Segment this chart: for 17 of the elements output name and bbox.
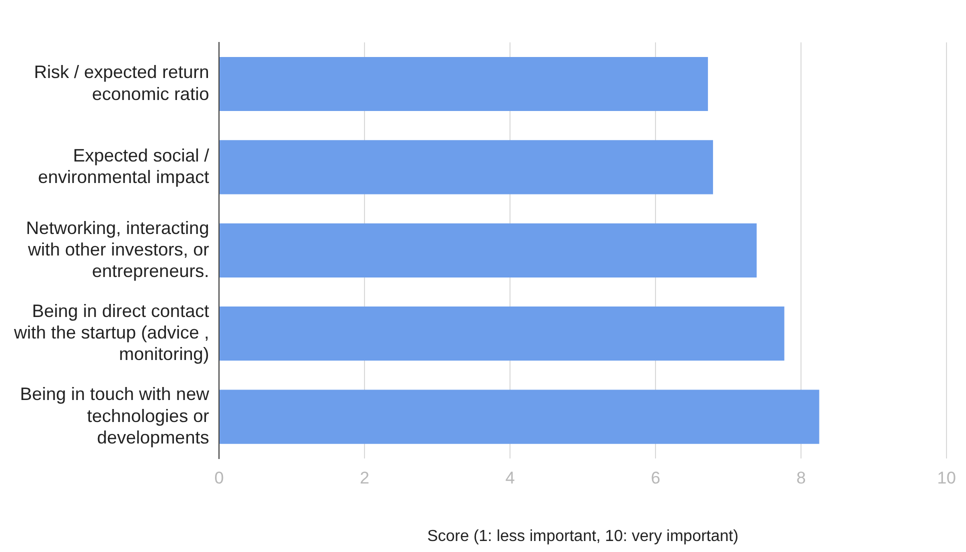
x-axis-title: Score (1: less important, 10: very important) xyxy=(427,528,738,545)
x-tick-label: 4 xyxy=(505,468,515,488)
bar xyxy=(220,306,784,361)
y-tick-label: Being in direct contact with the startup (advice , monitoring) xyxy=(12,300,210,364)
y-tick-label: Expected social / environmental impact xyxy=(38,145,210,187)
x-tick-label: 0 xyxy=(214,468,224,488)
x-tick-label: 2 xyxy=(360,468,370,488)
x-tick-label: 10 xyxy=(937,468,956,488)
y-tick-label: Networking, interacting with other investors, or entrepreneurs. xyxy=(26,218,210,281)
y-tick-label: Being in touch with new technologies or developments xyxy=(20,384,210,448)
bar xyxy=(220,140,714,194)
bar xyxy=(220,56,708,112)
bar xyxy=(220,223,757,278)
y-tick-label: Risk / expected return economic ratio xyxy=(34,62,210,104)
x-tick-label: 6 xyxy=(650,468,660,488)
x-tick-label: 8 xyxy=(796,468,806,488)
bar xyxy=(220,390,820,444)
